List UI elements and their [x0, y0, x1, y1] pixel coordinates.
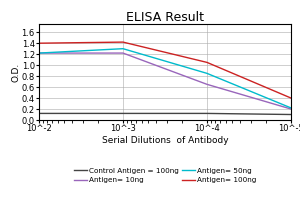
Antigen= 50ng [121, 47, 125, 50]
Control Antigen = 100ng [37, 112, 41, 115]
Control Antigen = 100ng [121, 112, 125, 115]
Control Antigen = 100ng [289, 113, 293, 116]
Antigen= 10ng [121, 52, 125, 54]
Antigen= 10ng [289, 108, 293, 110]
Line: Antigen= 100ng: Antigen= 100ng [39, 42, 291, 98]
Line: Antigen= 50ng: Antigen= 50ng [39, 49, 291, 108]
Antigen= 100ng [121, 41, 125, 43]
Line: Control Antigen = 100ng: Control Antigen = 100ng [39, 113, 291, 115]
Title: ELISA Result: ELISA Result [126, 11, 204, 24]
Antigen= 10ng [205, 83, 209, 86]
Y-axis label: O.D.: O.D. [11, 62, 20, 82]
X-axis label: Serial Dilutions  of Antibody: Serial Dilutions of Antibody [102, 136, 228, 145]
Antigen= 50ng [37, 52, 41, 54]
Line: Antigen= 10ng: Antigen= 10ng [39, 53, 291, 109]
Antigen= 100ng [205, 61, 209, 64]
Control Antigen = 100ng [205, 112, 209, 115]
Antigen= 50ng [205, 72, 209, 75]
Antigen= 100ng [37, 42, 41, 44]
Antigen= 50ng [289, 107, 293, 109]
Legend: Control Antigen = 100ng, Antigen= 10ng, Antigen= 50ng, Antigen= 100ng: Control Antigen = 100ng, Antigen= 10ng, … [74, 168, 256, 183]
Antigen= 100ng [289, 97, 293, 99]
Antigen= 10ng [37, 52, 41, 54]
